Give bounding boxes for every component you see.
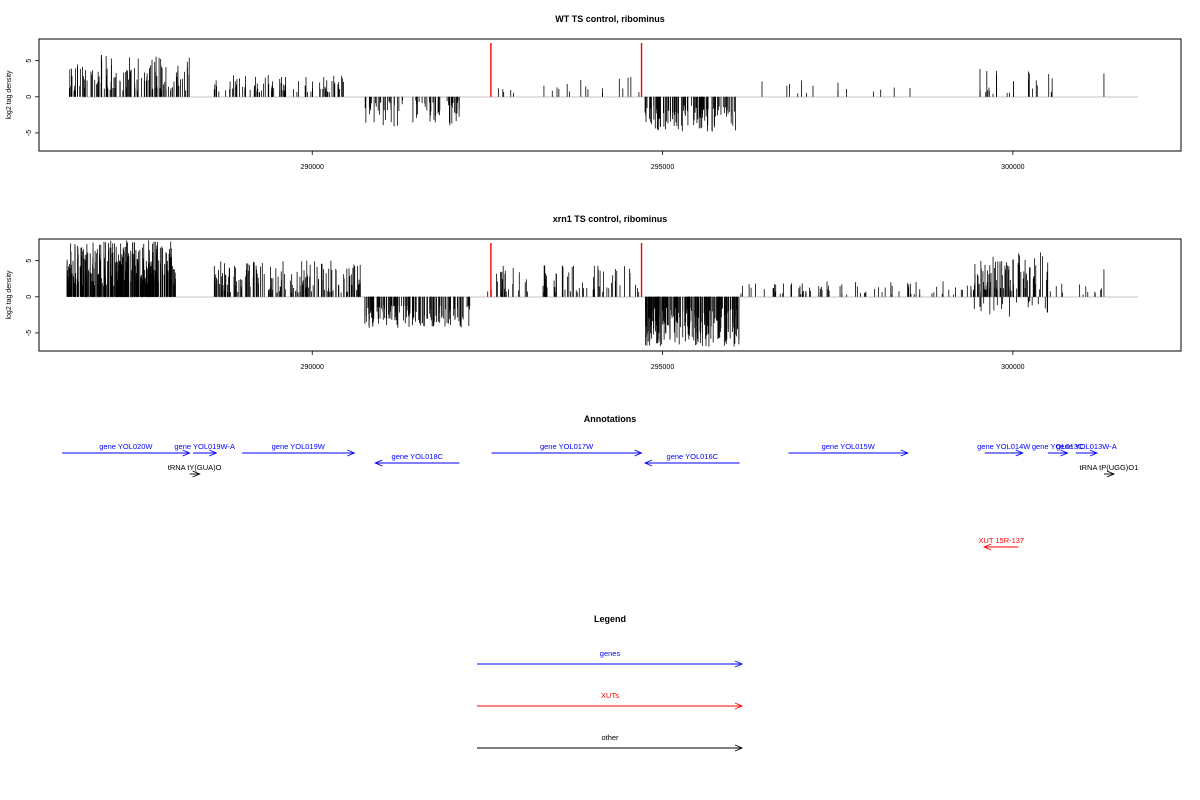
legend-items: genes XUTs other: [477, 649, 744, 752]
signal-bars: [69, 55, 1105, 132]
legend-item: other: [477, 733, 744, 752]
feature-label: gene YOL019W-A: [174, 442, 235, 451]
arrowhead: [182, 449, 191, 457]
arrowhead: [209, 449, 218, 457]
feature-arrows: gene YOL020W gene YOL019W-A gene YOL019W ge…: [62, 442, 1139, 551]
legend-item: XUTs: [477, 691, 744, 710]
arrowhead: [1060, 449, 1069, 457]
y-axis-label: log2 tag density: [6, 270, 13, 320]
plot-frame: [38, 238, 1182, 352]
legend-label: other: [601, 733, 619, 742]
x-tick-label: 295000: [651, 164, 674, 171]
annotations-title: Annotations: [584, 414, 637, 424]
legend-title: Legend: [594, 614, 626, 624]
arrowhead: [982, 543, 992, 551]
x-axis: 290000 295000 300000: [301, 151, 1025, 171]
x-tick-label: 290000: [301, 164, 324, 171]
plot-frame: [38, 38, 1182, 152]
legend-label: genes: [600, 649, 621, 658]
feature-annotation: tRNA tY(GUA)O: [168, 463, 222, 478]
feature-label: tRNA tY(GUA)O: [168, 463, 222, 472]
arrowhead: [1015, 449, 1024, 457]
x-axis: 290000 295000 300000: [301, 351, 1025, 371]
track-panel-xrn1: xrn1 TS control, ribominus log2 tag dens…: [6, 214, 1182, 371]
y-axis: -5 0 5: [26, 59, 39, 136]
signal-bars: [66, 240, 1105, 347]
feature-label: gene YOL018C: [392, 452, 444, 461]
y-tick-label: 0: [26, 95, 33, 99]
x-tick-label: 290000: [301, 364, 324, 371]
feature-annotation: gene YOL013C: [1032, 442, 1084, 457]
feature-annotation: gene YOL017W: [491, 442, 643, 457]
track-panel-wt: WT TS control, ribominus log2 tag densit…: [6, 14, 1182, 171]
feature-label: tRNA tP(UGG)O1: [1080, 463, 1139, 472]
feature-annotation: gene YOL016C: [643, 452, 740, 467]
arrowhead: [734, 702, 744, 710]
panel-title-wt: WT TS control, ribominus: [555, 14, 665, 24]
marker-lines: [490, 43, 643, 97]
feature-label: XUT 15R-137: [978, 536, 1024, 545]
y-axis: -5 0 5: [26, 259, 39, 336]
y-axis-label: log2 tag density: [6, 70, 13, 120]
feature-label: gene YOL016C: [667, 452, 719, 461]
feature-label: gene YOL020W: [99, 442, 153, 451]
feature-annotation: gene YOL020W: [62, 442, 191, 457]
arrowhead: [734, 744, 744, 752]
panel-title-xrn1: xrn1 TS control, ribominus: [553, 214, 668, 224]
x-tick-label: 300000: [1001, 364, 1024, 371]
feature-annotation: XUT 15R-137: [978, 536, 1024, 551]
x-tick-label: 295000: [651, 364, 674, 371]
feature-annotation: gene YOL015W: [788, 442, 909, 457]
arrowhead: [192, 470, 201, 478]
feature-label: gene YOL017W: [540, 442, 594, 451]
arrowhead: [1089, 449, 1099, 457]
feature-annotation: gene YOL019W-A: [174, 442, 235, 457]
arrowhead: [643, 459, 653, 467]
arrowhead: [1106, 470, 1116, 478]
feature-label: gene YOL019W: [272, 442, 326, 451]
feature-label: gene YOL013C: [1032, 442, 1084, 451]
feature-annotation: tRNA tP(UGG)O1: [1080, 463, 1139, 478]
y-tick-label: 5: [26, 59, 33, 63]
arrowhead: [734, 660, 744, 668]
y-tick-label: -5: [26, 130, 33, 136]
feature-label: gene YOL014W: [977, 442, 1031, 451]
marker-lines: [490, 243, 643, 297]
annotations-panel: Annotations gene YOL020W gene YOL019W-A ge…: [62, 414, 1139, 551]
arrowhead: [374, 459, 383, 467]
feature-label: gene YOL015W: [822, 442, 876, 451]
y-tick-label: -5: [26, 330, 33, 336]
feature-annotation: gene YOL014W: [977, 442, 1031, 457]
x-tick-label: 300000: [1001, 164, 1024, 171]
feature-label: gene YOL013W-A: [1056, 442, 1117, 451]
feature-annotation: gene YOL018C: [374, 452, 460, 467]
arrowhead: [347, 449, 356, 457]
feature-annotation: gene YOL013W-A: [1056, 442, 1117, 457]
legend-item: genes: [477, 649, 744, 668]
arrowhead: [634, 449, 643, 457]
arrowhead: [900, 449, 909, 457]
feature-annotation: gene YOL019W: [242, 442, 356, 457]
legend-label: XUTs: [601, 691, 619, 700]
y-tick-label: 0: [26, 295, 33, 299]
legend: Legend genes XUTs other: [477, 614, 744, 752]
y-tick-label: 5: [26, 259, 33, 263]
